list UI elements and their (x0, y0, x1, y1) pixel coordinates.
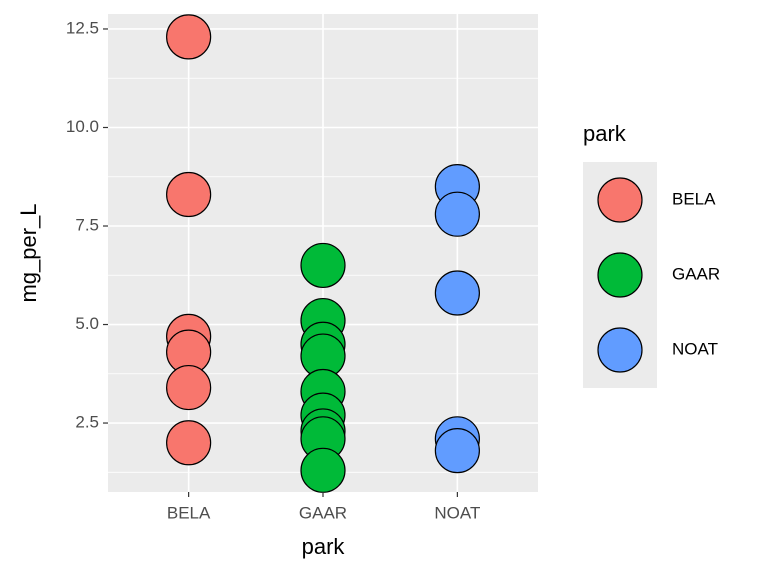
y-tick-label: 7.5 (75, 215, 99, 234)
y-tick-label: 5.0 (75, 314, 99, 333)
legend-title: park (583, 121, 627, 146)
point (166, 420, 212, 466)
legend: BELA GAAR NOAT (597, 177, 720, 373)
point (434, 428, 480, 474)
point (166, 14, 212, 60)
legend-label: BELA (672, 189, 716, 208)
x-tick-label: GAAR (299, 503, 347, 522)
point (300, 447, 346, 493)
y-tick-label: 2.5 (75, 413, 99, 432)
point (166, 364, 212, 411)
legend-label: NOAT (672, 339, 718, 358)
point (300, 242, 346, 289)
x-axis-title: park (302, 534, 346, 559)
x-tick-label: NOAT (434, 503, 480, 522)
point (434, 191, 480, 237)
y-tick-label: 10.0 (66, 117, 99, 136)
legend-label: GAAR (672, 264, 720, 283)
y-axis-title: mg_per_L (16, 203, 41, 302)
legend-key (597, 327, 643, 373)
y-tick-label: 12.5 (66, 18, 99, 37)
marks (166, 14, 480, 493)
point (166, 171, 212, 218)
x-tick-label: BELA (167, 503, 211, 522)
axes: 2.5 5.0 7.5 10.0 12.5 BELA GAAR NOAT (66, 18, 480, 522)
point (434, 270, 480, 316)
legend-key (597, 177, 643, 223)
legend-key (597, 252, 643, 298)
